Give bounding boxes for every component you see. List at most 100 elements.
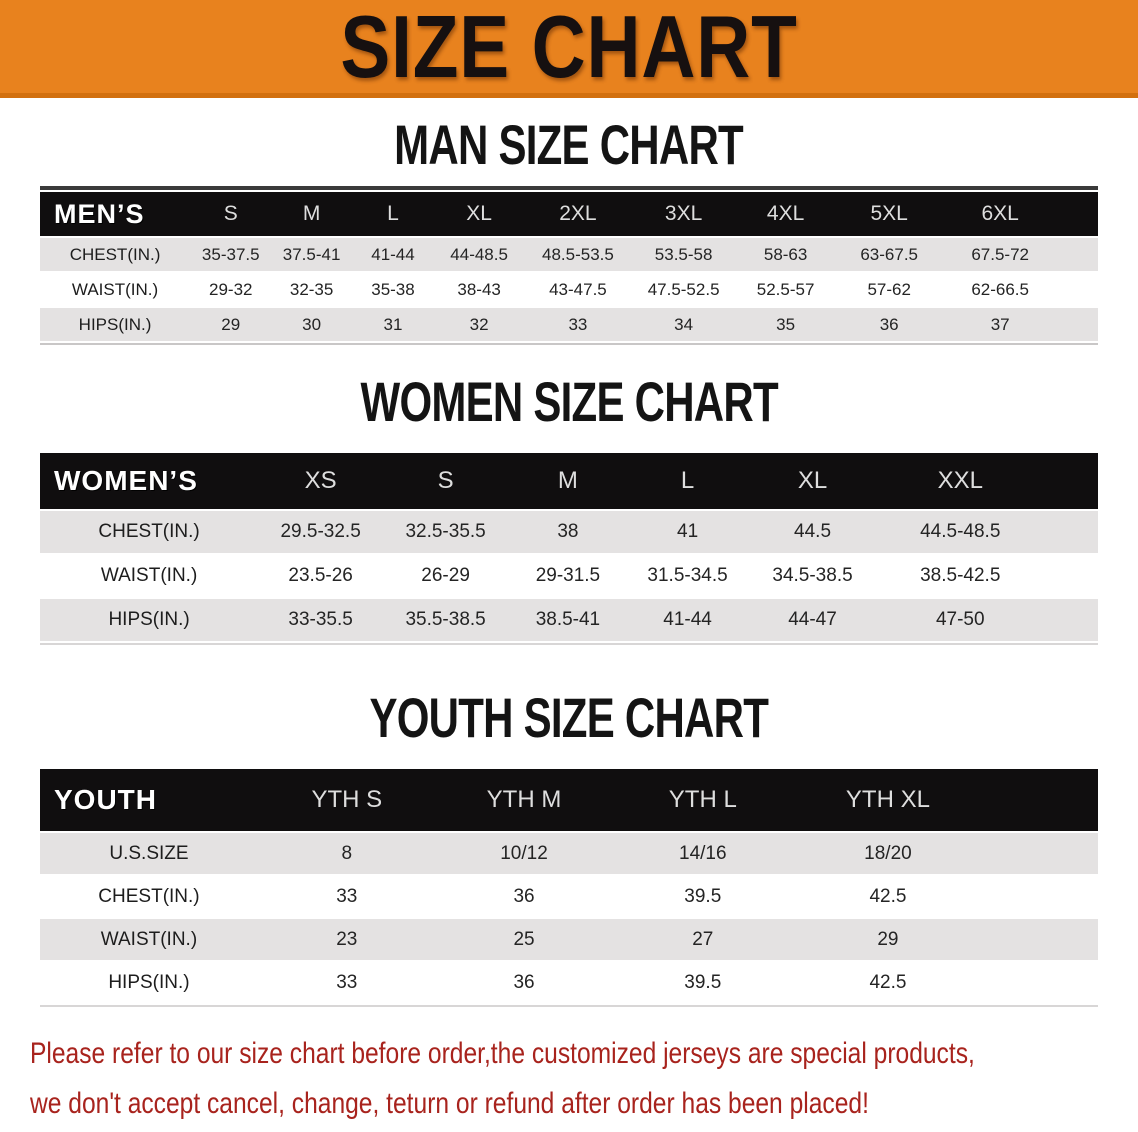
measurement-value: 32.5-35.5 — [383, 511, 509, 553]
men-section-heading: MAN SIZE CHART — [0, 113, 1138, 176]
women-size-table: WOMEN’S XS S M L XL XXL CHEST(IN.) 29.5-32.5 32.5… — [40, 451, 1098, 645]
measurement-value: 26-29 — [383, 555, 509, 597]
size-column-header: XL — [747, 453, 878, 509]
men-size-section: MAN SIZE CHART MEN’S S M L XL 2XL 3XL 4XL 5XL 6XL C… — [0, 113, 1138, 345]
measurement-value: 52.5-57 — [735, 273, 836, 306]
size-column-header: XS — [258, 453, 384, 509]
measurement-value: 53.5-58 — [631, 238, 736, 271]
size-column-header: 5XL — [835, 192, 943, 236]
measurement-value: 62-66.5 — [942, 273, 1058, 306]
measurement-value: 31.5-34.5 — [627, 555, 748, 597]
size-column-header: 2XL — [524, 192, 632, 236]
measurement-label: CHEST(IN.) — [40, 238, 191, 271]
spacer-cell — [982, 769, 1098, 831]
size-table-header-row: MEN’S S M L XL 2XL 3XL 4XL 5XL 6XL — [40, 192, 1098, 236]
section-heading-text: MAN SIZE CHART — [394, 113, 745, 176]
measurement-row: CHEST(IN.) 33 36 39.5 42.5 — [40, 876, 1098, 917]
size-column-header: 4XL — [735, 192, 836, 236]
measurement-label: WAIST(IN.) — [40, 273, 191, 306]
notice-line-2-text: we don't accept cancel, change, teturn o… — [30, 1087, 869, 1120]
size-column-header: M — [271, 192, 352, 236]
measurement-value: 47.5-52.5 — [631, 273, 736, 306]
spacer-cell — [982, 833, 1098, 874]
measurement-row: WAIST(IN.) 29-32 32-35 35-38 38-43 43-47.5 47.… — [40, 273, 1098, 306]
measurement-label: U.S.SIZE — [40, 833, 258, 874]
measurement-value: 38-43 — [434, 273, 525, 306]
measurement-value: 25 — [435, 919, 613, 960]
size-column-header: YTH XL — [793, 769, 983, 831]
size-column-header: L — [627, 453, 748, 509]
spacer-cell — [982, 876, 1098, 917]
measurement-value: 44-47 — [747, 599, 878, 641]
women-section-heading: WOMEN SIZE CHART — [0, 374, 1138, 430]
women-size-section: WOMEN SIZE CHART WOMEN’S XS S M L XL XXL CHEST(I… — [0, 374, 1138, 645]
measurement-row: HIPS(IN.) 33 36 39.5 42.5 — [40, 962, 1098, 1003]
measurement-value: 42.5 — [793, 876, 983, 917]
measurement-value: 39.5 — [612, 962, 794, 1003]
men-size-table: MEN’S S M L XL 2XL 3XL 4XL 5XL 6XL CHEST(IN.) 35-37… — [40, 186, 1098, 345]
measurement-row: HIPS(IN.) 33-35.5 35.5-38.5 38.5-41 41-44 44-… — [40, 599, 1098, 641]
spacer-cell — [982, 919, 1098, 960]
size-column-header: L — [351, 192, 435, 236]
size-column-header: YTH M — [435, 769, 613, 831]
spacer-cell — [1042, 511, 1098, 553]
measurement-value: 38 — [508, 511, 628, 553]
measurement-value: 36 — [835, 308, 943, 341]
measurement-value: 67.5-72 — [942, 238, 1058, 271]
youth-group-label: YOUTH — [40, 769, 258, 831]
measurement-value: 44.5-48.5 — [877, 511, 1043, 553]
measurement-label: CHEST(IN.) — [40, 511, 259, 553]
measurement-value: 35-37.5 — [190, 238, 272, 271]
spacer-cell — [1057, 308, 1098, 341]
measurement-value: 35.5-38.5 — [383, 599, 509, 641]
measurement-row: U.S.SIZE 8 10/12 14/16 18/20 — [40, 833, 1098, 874]
measurement-value: 41 — [627, 511, 748, 553]
youth-size-table: YOUTH YTH S YTH M YTH L YTH XL U.S.SIZE 8 10/12… — [40, 767, 1098, 1007]
size-column-header: M — [508, 453, 628, 509]
size-table-header-row: WOMEN’S XS S M L XL XXL — [40, 453, 1098, 509]
measurement-value: 33-35.5 — [258, 599, 384, 641]
measurement-value: 10/12 — [435, 833, 613, 874]
measurement-row: HIPS(IN.) 29 30 31 32 33 34 35 36 37 — [40, 308, 1098, 341]
spacer-cell — [1042, 555, 1098, 597]
spacer-cell — [1057, 192, 1098, 236]
measurement-value: 33 — [257, 962, 436, 1003]
size-column-header: XL — [434, 192, 525, 236]
measurement-value: 36 — [435, 876, 613, 917]
size-column-header: 6XL — [942, 192, 1058, 236]
measurement-value: 33 — [257, 876, 436, 917]
measurement-value: 18/20 — [793, 833, 983, 874]
measurement-value: 57-62 — [835, 273, 943, 306]
spacer-cell — [1042, 453, 1098, 509]
measurement-value: 63-67.5 — [835, 238, 943, 271]
measurement-value: 58-63 — [735, 238, 836, 271]
measurement-value: 23 — [257, 919, 436, 960]
measurement-value: 48.5-53.5 — [524, 238, 632, 271]
measurement-value: 36 — [435, 962, 613, 1003]
measurement-value: 29 — [190, 308, 272, 341]
measurement-value: 39.5 — [612, 876, 794, 917]
measurement-value: 37 — [942, 308, 1058, 341]
size-column-header: YTH L — [612, 769, 794, 831]
spacer-cell — [1042, 599, 1098, 641]
measurement-value: 27 — [612, 919, 794, 960]
measurement-label: WAIST(IN.) — [40, 919, 258, 960]
notice-line-2: we don't accept cancel, change, teturn o… — [30, 1079, 1138, 1129]
size-column-header: YTH S — [257, 769, 436, 831]
size-table-header-row: YOUTH YTH S YTH M YTH L YTH XL — [40, 769, 1098, 831]
measurement-value: 43-47.5 — [524, 273, 632, 306]
size-column-header: S — [383, 453, 509, 509]
measurement-value: 41-44 — [627, 599, 748, 641]
measurement-label: CHEST(IN.) — [40, 876, 258, 917]
measurement-label: HIPS(IN.) — [40, 962, 258, 1003]
notice-line-1: Please refer to our size chart before or… — [30, 1029, 1138, 1079]
measurement-value: 32-35 — [271, 273, 352, 306]
measurement-row: WAIST(IN.) 23 25 27 29 — [40, 919, 1098, 960]
measurement-label: HIPS(IN.) — [40, 308, 191, 341]
measurement-value: 38.5-42.5 — [877, 555, 1043, 597]
youth-section-heading: YOUTH SIZE CHART — [0, 686, 1138, 749]
measurement-value: 30 — [271, 308, 352, 341]
section-heading-text: YOUTH SIZE CHART — [369, 686, 769, 749]
measurement-value: 34 — [631, 308, 736, 341]
